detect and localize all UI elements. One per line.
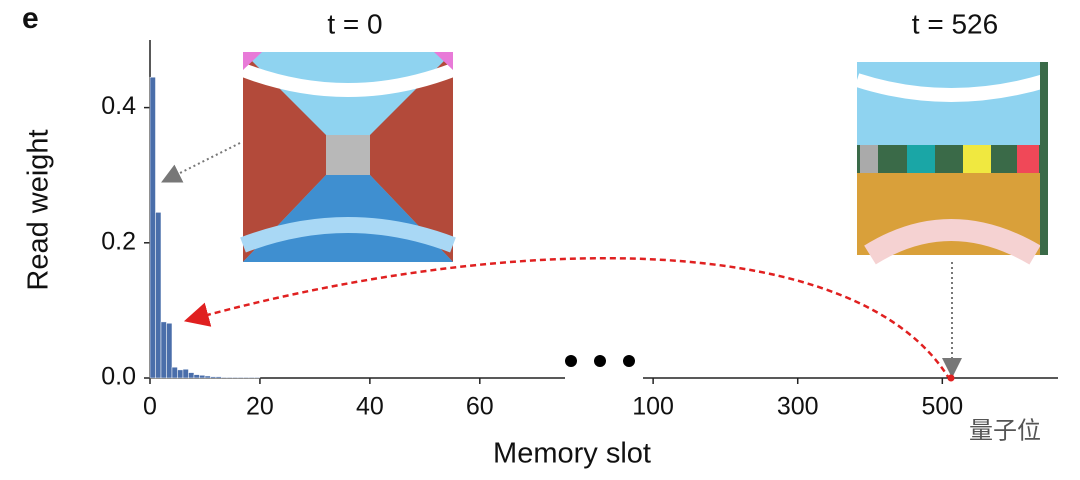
bar bbox=[232, 377, 239, 379]
bar bbox=[226, 377, 233, 379]
frame-image bbox=[854, 62, 1051, 265]
x-tick-label: 20 bbox=[246, 393, 274, 421]
watermark: 量子位 bbox=[969, 417, 1041, 444]
x-tick-label: 100 bbox=[632, 393, 674, 421]
annotation: t = 526 bbox=[912, 8, 998, 39]
bar bbox=[237, 377, 244, 379]
highlight-point bbox=[947, 374, 955, 382]
bar bbox=[204, 375, 211, 379]
x-axis-title: Memory slot bbox=[493, 438, 651, 470]
panel-label: e bbox=[22, 2, 39, 35]
bar bbox=[188, 372, 195, 379]
bar bbox=[215, 376, 222, 379]
axis-break bbox=[565, 355, 577, 367]
bar bbox=[171, 366, 178, 379]
bar bbox=[199, 375, 206, 379]
axis-break bbox=[623, 355, 635, 367]
bar bbox=[254, 377, 261, 379]
x-tick-label: 40 bbox=[356, 393, 384, 421]
bar bbox=[193, 374, 200, 379]
annotation: t = 0 bbox=[327, 8, 382, 39]
bar bbox=[210, 376, 217, 379]
bar bbox=[182, 368, 189, 379]
frame-image bbox=[240, 52, 456, 262]
y-tick-label: 0.4 bbox=[101, 92, 136, 120]
x-tick-label: 300 bbox=[777, 393, 819, 421]
bar bbox=[177, 369, 184, 379]
x-tick-label: 500 bbox=[921, 393, 963, 421]
x-tick-label: 0 bbox=[143, 393, 157, 421]
axis-break bbox=[594, 355, 606, 367]
bar bbox=[160, 321, 167, 379]
pointer bbox=[161, 142, 241, 183]
bar bbox=[155, 212, 162, 379]
y-axis-title: Read weight bbox=[23, 129, 55, 290]
bar bbox=[243, 377, 250, 379]
x-tick-label: 60 bbox=[466, 393, 494, 421]
bar bbox=[149, 76, 156, 379]
y-tick-label: 0.0 bbox=[101, 363, 136, 391]
bar bbox=[248, 377, 255, 379]
bar bbox=[221, 377, 228, 379]
bar bbox=[166, 322, 173, 379]
recall-arrow bbox=[183, 256, 952, 381]
y-tick-label: 0.2 bbox=[101, 227, 136, 255]
